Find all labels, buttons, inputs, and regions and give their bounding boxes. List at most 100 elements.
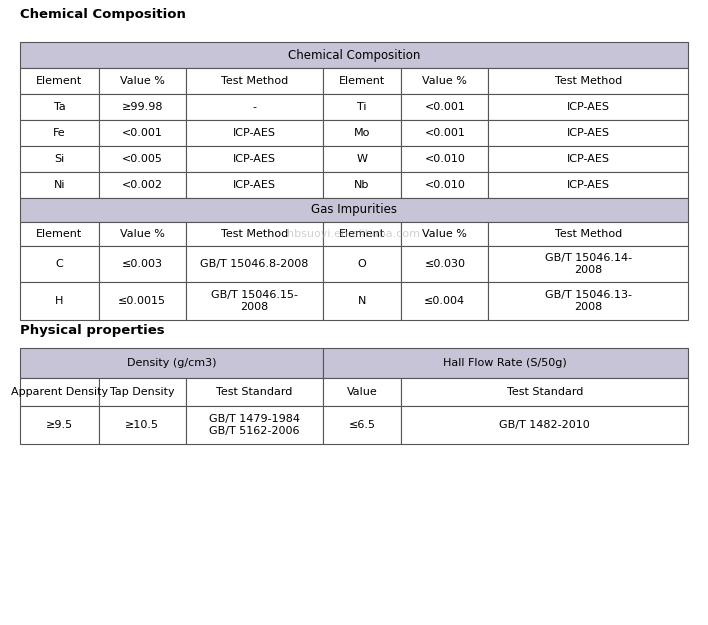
Bar xyxy=(185,146,323,172)
Bar xyxy=(489,120,688,146)
Text: Element: Element xyxy=(339,229,385,239)
Bar xyxy=(323,246,401,282)
Bar xyxy=(20,406,99,444)
Text: ≤0.003: ≤0.003 xyxy=(122,259,163,269)
Bar xyxy=(185,94,323,120)
Bar xyxy=(185,172,323,198)
Bar xyxy=(99,222,185,246)
Text: ICP-AES: ICP-AES xyxy=(233,128,275,138)
Bar xyxy=(99,282,185,320)
Text: Value: Value xyxy=(347,387,377,397)
Bar xyxy=(20,120,99,146)
Bar xyxy=(20,42,688,68)
Text: ≥9.5: ≥9.5 xyxy=(46,420,73,430)
Text: -: - xyxy=(252,102,256,112)
Bar xyxy=(20,378,99,406)
Bar xyxy=(99,378,185,406)
Bar xyxy=(489,68,688,94)
Bar xyxy=(99,120,185,146)
Bar xyxy=(20,146,99,172)
Text: GB/T 1482-2010: GB/T 1482-2010 xyxy=(499,420,590,430)
Text: Test Method: Test Method xyxy=(554,76,622,86)
Bar xyxy=(323,120,401,146)
Bar xyxy=(489,222,688,246)
Text: Value %: Value % xyxy=(120,76,165,86)
Text: Chemical Composition: Chemical Composition xyxy=(288,49,420,61)
Bar xyxy=(401,172,489,198)
Bar xyxy=(20,68,99,94)
Text: Hall Flow Rate (S/50g): Hall Flow Rate (S/50g) xyxy=(443,358,567,368)
Bar xyxy=(323,94,401,120)
Text: <0.002: <0.002 xyxy=(122,180,163,190)
Text: Chemical Composition: Chemical Composition xyxy=(20,8,186,21)
Bar xyxy=(99,172,185,198)
Text: ICP-AES: ICP-AES xyxy=(566,102,610,112)
Text: Test Standard: Test Standard xyxy=(506,387,583,397)
Bar xyxy=(185,68,323,94)
Bar xyxy=(401,94,489,120)
Text: ICP-AES: ICP-AES xyxy=(566,154,610,164)
Bar xyxy=(489,282,688,320)
Text: hbsuoyi.en.alibaba.com: hbsuoyi.en.alibaba.com xyxy=(287,229,421,239)
Bar xyxy=(185,406,323,444)
Bar xyxy=(20,198,688,222)
Text: Element: Element xyxy=(36,76,83,86)
Bar xyxy=(185,120,323,146)
Text: GB/T 15046.14-
2008: GB/T 15046.14- 2008 xyxy=(544,253,632,275)
Bar xyxy=(323,68,401,94)
Text: <0.001: <0.001 xyxy=(424,102,465,112)
Text: Mo: Mo xyxy=(354,128,370,138)
Bar xyxy=(20,222,99,246)
Bar xyxy=(401,406,688,444)
Bar xyxy=(401,282,489,320)
Bar xyxy=(323,378,401,406)
Bar xyxy=(20,94,99,120)
Bar xyxy=(323,222,401,246)
Text: Density (g/cm3): Density (g/cm3) xyxy=(127,358,216,368)
Bar xyxy=(401,222,489,246)
Bar xyxy=(185,282,323,320)
Text: <0.010: <0.010 xyxy=(424,154,465,164)
Text: Value %: Value % xyxy=(120,229,165,239)
Text: Ta: Ta xyxy=(54,102,65,112)
Text: N: N xyxy=(358,296,366,306)
Text: Tap Density: Tap Density xyxy=(110,387,175,397)
Text: ≤0.0015: ≤0.0015 xyxy=(118,296,166,306)
Bar xyxy=(323,146,401,172)
Text: Apparent Density: Apparent Density xyxy=(11,387,108,397)
Bar xyxy=(401,146,489,172)
Bar xyxy=(323,172,401,198)
Text: Element: Element xyxy=(36,229,83,239)
Text: Element: Element xyxy=(339,76,385,86)
Bar xyxy=(323,406,401,444)
Bar xyxy=(323,348,688,378)
Bar xyxy=(401,378,688,406)
Bar xyxy=(20,348,323,378)
Text: Nb: Nb xyxy=(354,180,370,190)
Text: Test Method: Test Method xyxy=(220,229,287,239)
Text: W: W xyxy=(357,154,367,164)
Bar xyxy=(401,68,489,94)
Text: <0.001: <0.001 xyxy=(122,128,163,138)
Text: Value %: Value % xyxy=(423,229,467,239)
Bar xyxy=(489,94,688,120)
Text: <0.001: <0.001 xyxy=(424,128,465,138)
Text: GB/T 15046.13-
2008: GB/T 15046.13- 2008 xyxy=(544,290,632,312)
Text: Test Method: Test Method xyxy=(220,76,287,86)
Text: Physical properties: Physical properties xyxy=(20,324,165,337)
Bar xyxy=(323,282,401,320)
Text: GB/T 15046.8-2008: GB/T 15046.8-2008 xyxy=(200,259,308,269)
Bar xyxy=(489,246,688,282)
Text: <0.010: <0.010 xyxy=(424,180,465,190)
Bar xyxy=(99,406,185,444)
Text: C: C xyxy=(55,259,63,269)
Bar xyxy=(99,146,185,172)
Text: ≤0.030: ≤0.030 xyxy=(424,259,465,269)
Bar xyxy=(185,222,323,246)
Text: <0.005: <0.005 xyxy=(122,154,163,164)
Text: GB/T 15046.15-
2008: GB/T 15046.15- 2008 xyxy=(211,290,297,312)
Bar xyxy=(489,172,688,198)
Bar xyxy=(185,246,323,282)
Text: Si: Si xyxy=(55,154,64,164)
Text: ICP-AES: ICP-AES xyxy=(566,128,610,138)
